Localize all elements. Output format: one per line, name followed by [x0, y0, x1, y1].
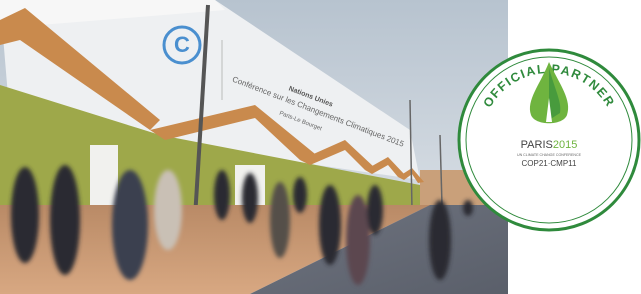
scene: C Nations Unies Conférence sur les Chang… — [0, 0, 641, 294]
badge-event: PARIS2015 — [521, 139, 578, 151]
partner-badge: OFFICIAL PARTNER PARIS2015 UN CLIMATE CH… — [459, 50, 639, 230]
badge-subtitle: UN CLIMATE CHANGE CONFERENCE — [517, 153, 582, 157]
un-logo-letter: C — [174, 32, 190, 57]
page: C Nations Unies Conférence sur les Chang… — [0, 0, 641, 294]
photo: C Nations Unies Conférence sur les Chang… — [0, 0, 508, 294]
badge-year: 2015 — [553, 139, 577, 151]
doorway — [90, 145, 118, 210]
badge-city: PARIS — [521, 139, 553, 151]
badge-codes: COP21·CMP11 — [522, 159, 578, 168]
